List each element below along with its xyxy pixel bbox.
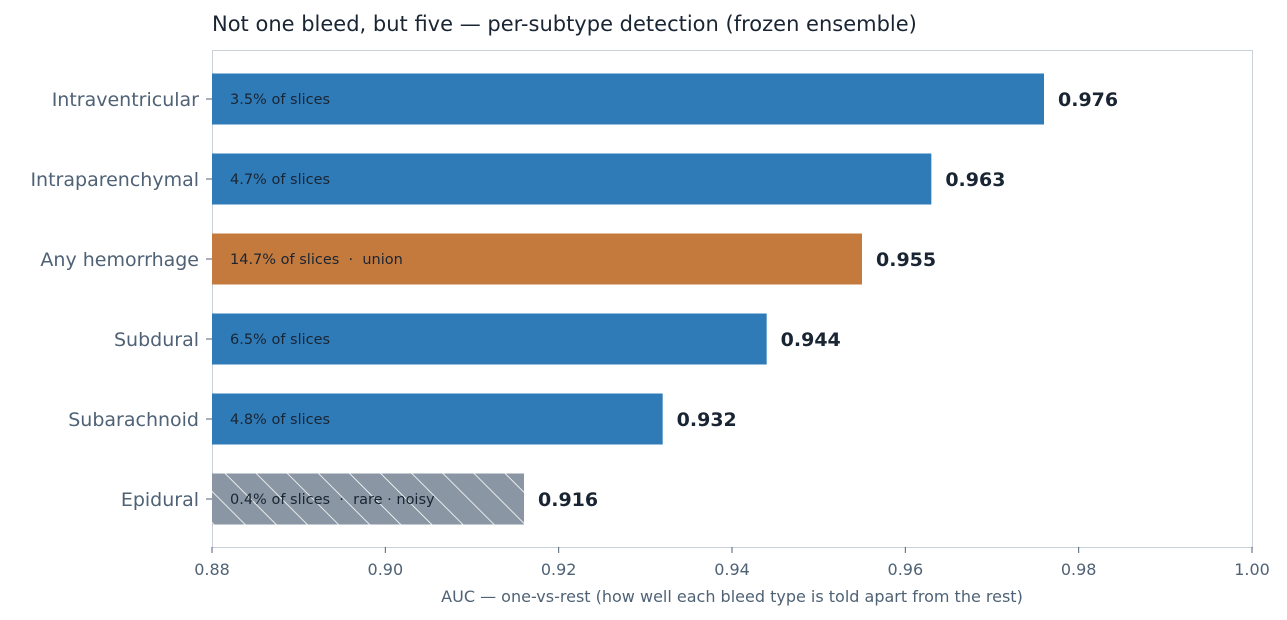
plot-frame — [212, 50, 1253, 548]
bar-annotation: 0.4% of slices · rare · noisy — [230, 492, 435, 508]
bar-intraparenchymal — [212, 153, 932, 205]
x-tick-label: 0.92 — [541, 560, 577, 579]
x-tick-label: 0.88 — [194, 560, 230, 579]
y-tick-label: Subarachnoid — [68, 409, 199, 431]
y-tick-label: Subdural — [114, 329, 199, 351]
data-label: 0.916 — [538, 489, 598, 511]
bar-annotation: 6.5% of slices — [230, 332, 330, 348]
x-tick-label: 1.00 — [1234, 560, 1270, 579]
bar-hatch-overlay — [212, 473, 524, 525]
chart-title: Not one bleed, but five — per-subtype de… — [212, 12, 917, 36]
bar-intraventricular — [212, 73, 1044, 125]
x-tick-label: 0.90 — [368, 560, 404, 579]
x-axis-label: AUC — one-vs-rest (how well each bleed t… — [441, 587, 1023, 606]
data-label: 0.963 — [945, 169, 1005, 191]
data-label: 0.944 — [781, 329, 841, 351]
data-label: 0.955 — [876, 249, 936, 271]
x-tick-label: 0.96 — [888, 560, 924, 579]
bar-annotation: 4.7% of slices — [230, 172, 330, 188]
y-tick-label: Intraventricular — [52, 89, 199, 111]
x-tick-label: 0.94 — [714, 560, 750, 579]
data-label: 0.976 — [1058, 89, 1118, 111]
bar-subdural — [212, 313, 767, 365]
bar-annotation: 4.8% of slices — [230, 412, 330, 428]
y-axis: Intraventricular Intraparenchymal Any hemo… — [30, 89, 212, 511]
bar-subarachnoid — [212, 393, 663, 445]
bars-layer: 3.5% of slices 0.976 4.7% of slices 0.963 14… — [212, 73, 1118, 525]
bar-any-hemorrhage — [212, 233, 862, 285]
bar-annotation: 14.7% of slices · union — [230, 252, 403, 268]
bar-annotation: 3.5% of slices — [230, 92, 330, 108]
x-axis: 0.88 0.90 0.92 0.94 0.96 0.98 1.00 — [194, 547, 1270, 579]
y-tick-label: Intraparenchymal — [30, 169, 199, 191]
x-tick-label: 0.98 — [1061, 560, 1097, 579]
y-tick-label: Any hemorrhage — [40, 249, 199, 271]
y-tick-label: Epidural — [121, 489, 199, 511]
data-label: 0.932 — [677, 409, 737, 431]
